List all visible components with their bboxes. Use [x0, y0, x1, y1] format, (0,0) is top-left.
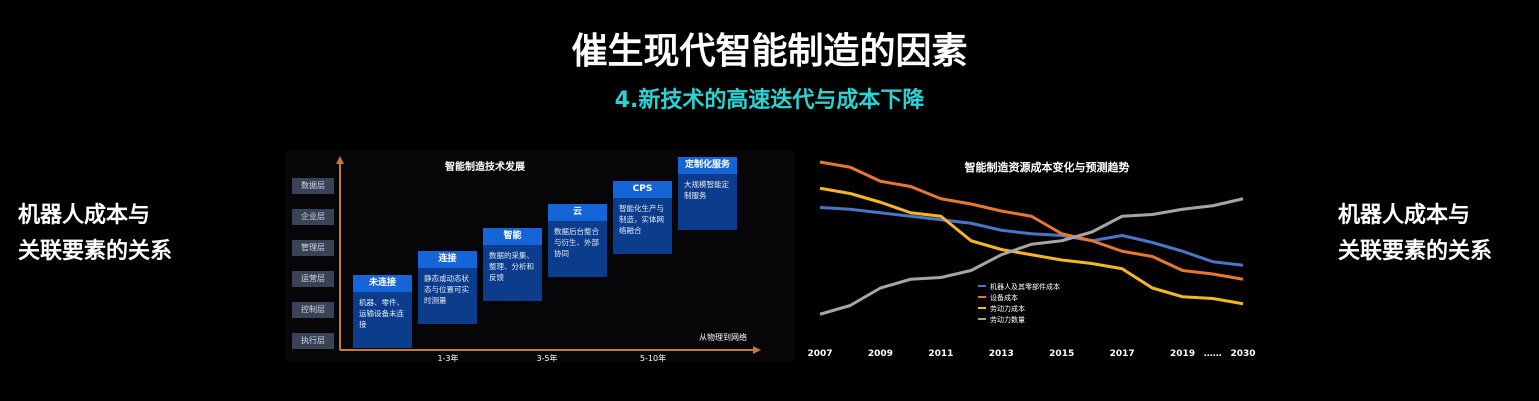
step-label: 未连接: [353, 275, 412, 292]
x-tick-label: 2011: [928, 349, 953, 359]
layer-label: 企业层: [292, 209, 334, 225]
side-line: 关联要素的关系: [18, 239, 173, 264]
x-tick-label: ……: [1204, 349, 1222, 359]
slide-title: 催生现代智能制造的因素: [571, 31, 968, 72]
step-box: 连接静态或动态状态与位置可实时测量: [418, 251, 477, 325]
arrow-label: 从物理到网络: [699, 332, 747, 342]
legend-label: 劳动力数量: [990, 315, 1025, 324]
step-box: 定制化服务大规模智能定制服务: [678, 157, 737, 230]
x-tick-label: 2007: [807, 349, 832, 359]
legend-label: 劳动力成本: [990, 304, 1025, 313]
step-text: 智能化生产与制造，实体网络融合: [619, 203, 664, 235]
series-line: [819, 160, 1244, 281]
layer-label: 控制层: [292, 302, 334, 318]
step-label: 云: [548, 204, 607, 222]
step-label: 连接: [418, 251, 477, 269]
x-label: 3-5年: [536, 353, 557, 362]
x-tick-label: 2017: [1110, 349, 1135, 359]
arrow-head: [753, 346, 761, 354]
x-tick-label: 2013: [989, 349, 1014, 359]
side-text: 机器人成本与 关联要素的关系: [18, 198, 172, 270]
side-line: 机器人成本与: [1338, 203, 1471, 228]
step-label: 智能: [483, 227, 542, 245]
series-line: [819, 186, 1244, 306]
step-text: 静态或动态状态与位置可实时测量: [424, 274, 469, 306]
x-label: 1-3年: [437, 353, 458, 362]
legend-label: 设备成本: [990, 293, 1018, 302]
step-label: CPS: [613, 180, 672, 198]
layer-label: 运营层: [292, 271, 334, 287]
x-tick-label: 2030: [1230, 349, 1255, 359]
line-chart: 智能制造资源成本变化与预测趋势 2007 2009 2011 2013 2015 2017…: [807, 160, 1255, 359]
x-tick-label: 2015: [1049, 349, 1074, 359]
x-tick-label: 2009: [868, 349, 893, 359]
diagram-title: 智能制造技术发展: [445, 160, 525, 173]
arrow-head: [336, 156, 344, 164]
step-box: 智能数据的采集、整理、分析和反馈: [483, 227, 542, 301]
x-tick-label: 2019: [1170, 349, 1195, 359]
layer-label: 执行层: [292, 333, 334, 349]
diagram: 智能制造技术发展 1-3年 3-5年 5-10年 从物理到网络 数据层企业层管理…: [285, 150, 795, 362]
series-line: [819, 206, 1244, 267]
step-text: 数据后台整合与衍生、外部协同: [554, 227, 599, 259]
diagram-axes: 智能制造技术发展 1-3年 3-5年 5-10年 从物理到网络: [336, 156, 761, 362]
step-box: 云数据后台整合与衍生、外部协同: [548, 204, 607, 278]
side-line: 关联要素的关系: [1338, 239, 1493, 264]
chart-title: 智能制造资源成本变化与预测趋势: [965, 160, 1130, 174]
layer-label: 管理层: [292, 240, 334, 256]
side-line: 机器人成本与: [18, 203, 151, 228]
layer-label: 数据层: [292, 178, 334, 194]
step-text: 数据的采集、整理、分析和反馈: [489, 250, 534, 282]
step-box: 未连接机器、零件、运输设备未连接: [353, 275, 412, 348]
step-text: 大规模智能定制服务: [684, 180, 729, 200]
step-box: CPS 智能化生产与制造，实体网络融合: [613, 180, 672, 254]
step-label: 定制化服务: [678, 157, 737, 174]
slide-subtitle: 4.新技术的高速迭代与成本下降: [614, 88, 925, 113]
side-text: 机器人成本与 关联要素的关系: [1338, 198, 1492, 270]
series-line: [819, 197, 1244, 316]
legend-label: 机器人及其零部件成本: [990, 282, 1060, 291]
x-label: 5-10年: [640, 353, 666, 362]
step-text: 机器、零件、运输设备未连接: [359, 298, 404, 329]
